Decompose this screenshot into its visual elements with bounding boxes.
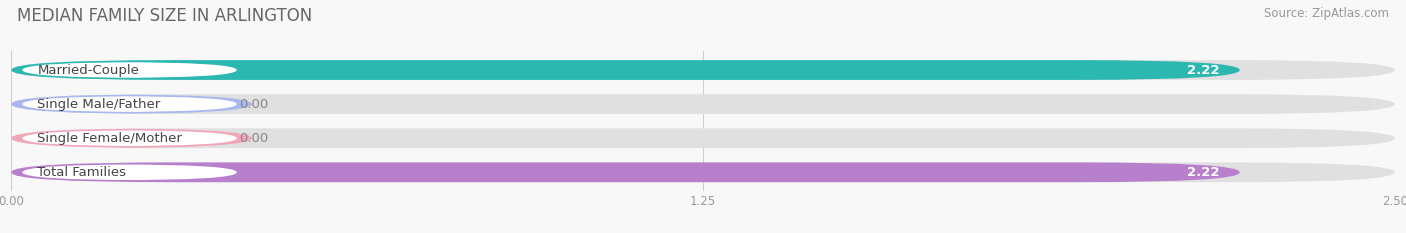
FancyBboxPatch shape: [22, 164, 236, 180]
FancyBboxPatch shape: [11, 60, 1395, 80]
FancyBboxPatch shape: [11, 128, 252, 148]
Text: Total Families: Total Families: [38, 166, 127, 179]
FancyBboxPatch shape: [11, 162, 1395, 182]
Text: 0.00: 0.00: [239, 98, 269, 111]
Text: Single Female/Mother: Single Female/Mother: [38, 132, 183, 145]
FancyBboxPatch shape: [22, 96, 236, 112]
Text: MEDIAN FAMILY SIZE IN ARLINGTON: MEDIAN FAMILY SIZE IN ARLINGTON: [17, 7, 312, 25]
FancyBboxPatch shape: [22, 62, 236, 78]
FancyBboxPatch shape: [22, 130, 236, 146]
FancyBboxPatch shape: [11, 60, 1240, 80]
Text: Married-Couple: Married-Couple: [38, 64, 139, 76]
Text: Source: ZipAtlas.com: Source: ZipAtlas.com: [1264, 7, 1389, 20]
FancyBboxPatch shape: [11, 94, 252, 114]
Text: 0.00: 0.00: [239, 132, 269, 145]
Text: 2.22: 2.22: [1187, 64, 1219, 76]
Text: Single Male/Father: Single Male/Father: [38, 98, 160, 111]
FancyBboxPatch shape: [11, 162, 1240, 182]
FancyBboxPatch shape: [11, 128, 1395, 148]
FancyBboxPatch shape: [11, 94, 1395, 114]
Text: 2.22: 2.22: [1187, 166, 1219, 179]
